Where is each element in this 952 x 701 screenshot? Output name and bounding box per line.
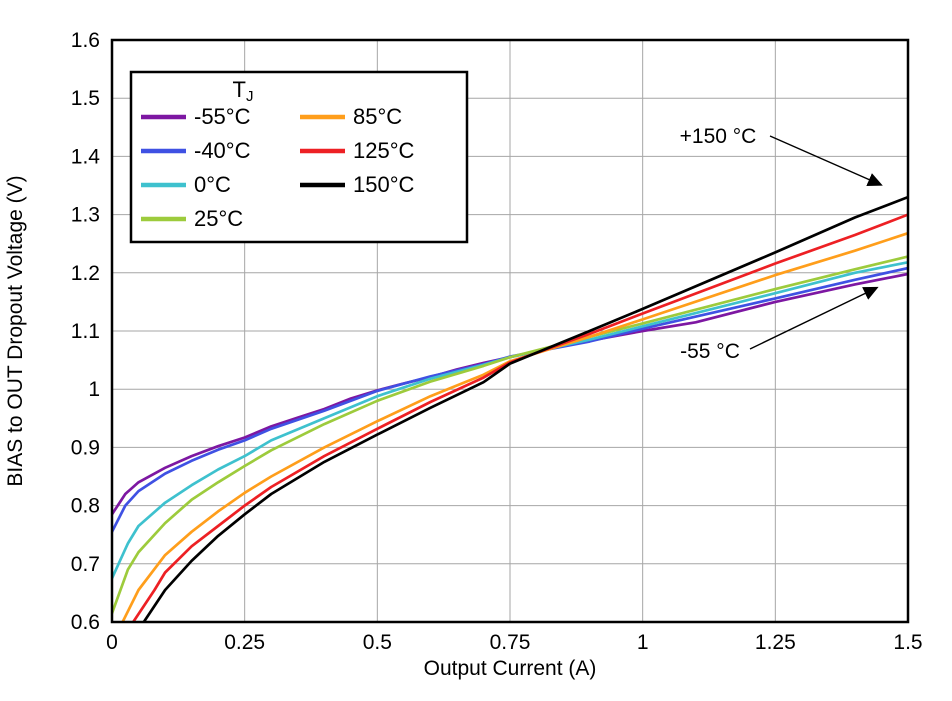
legend-title: TJ (233, 77, 254, 105)
legend: TJ-55°C -40°C 0°C 25°C 85°C 125°C 150°C (129, 70, 469, 244)
annotation-arrow (769, 135, 883, 187)
y-tick-label: 0.6 (71, 611, 100, 634)
series-curve-25C (112, 255, 908, 615)
series-group (112, 195, 908, 622)
legend-item-label: -55°C (194, 104, 251, 129)
x-tick-label: 0.5 (363, 631, 392, 654)
x-tick-label: 1.5 (893, 631, 922, 654)
x-tick-label: 0 (106, 631, 118, 654)
series-curve-85C (121, 231, 908, 622)
x-tick-label: 0.25 (224, 631, 265, 654)
y-tick-label: 1.2 (71, 262, 100, 285)
y-tick-label: 1.1 (71, 320, 100, 343)
legend-item-label: -40°C (194, 138, 251, 163)
x-tick-label: 1 (637, 631, 649, 654)
legend-item-label: 25°C (194, 206, 243, 231)
y-tick-label: 1.6 (71, 29, 100, 52)
y-tick-label: 1.4 (71, 145, 101, 168)
legend-item-label: 150°C (353, 172, 415, 197)
y-tick-label: 1 (88, 378, 100, 401)
y-tick-label: 0.8 (71, 495, 100, 518)
series-curve--40C (112, 266, 908, 534)
legend-box (129, 70, 469, 244)
legend-item-label: 125°C (353, 138, 415, 163)
y-tick-label: 0.7 (71, 553, 100, 576)
x-axis-label: Output Current (A) (423, 657, 597, 680)
plot-border (110, 38, 910, 624)
legend-item-label: 0°C (194, 172, 231, 197)
annotations: +150 °C -55 °C (680, 125, 883, 363)
series-curve-125C (131, 213, 908, 622)
annotation-label: -55 °C (680, 340, 740, 363)
annotation-arrow (749, 286, 879, 350)
legend-item-label: 85°C (353, 104, 402, 129)
series-curve-0C (112, 260, 908, 580)
series-curve-150C (142, 195, 908, 622)
x-tick-label: 1.25 (755, 631, 796, 654)
x-tick-label: 0.75 (490, 631, 531, 654)
y-tick-label: 1.3 (71, 204, 100, 227)
tick-labels: 0 0.25 0.5 0.75 1 1.25 1.5 0.6 0.7 0.8 0.9 1 1.1 1.2 1… (71, 29, 923, 654)
annotation-label: +150 °C (680, 125, 757, 148)
y-tick-label: 0.9 (71, 436, 100, 459)
y-axis-label: BIAS to OUT Dropout Voltage (V) (4, 175, 27, 487)
y-tick-label: 1.5 (71, 87, 100, 110)
